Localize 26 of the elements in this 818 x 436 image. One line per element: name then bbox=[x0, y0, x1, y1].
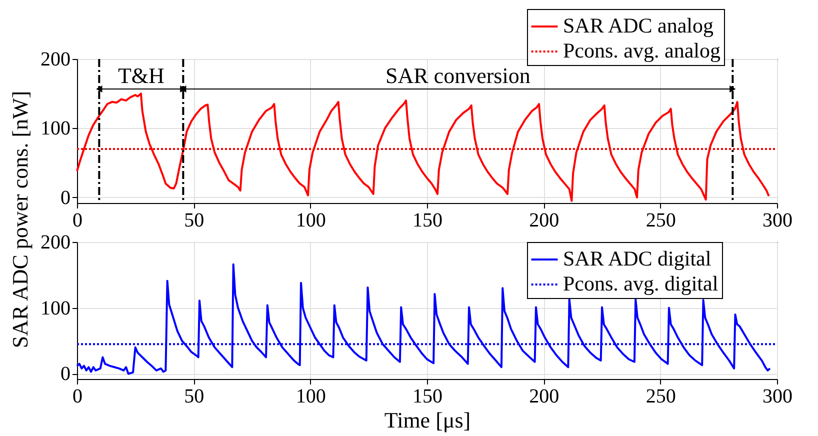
y-axis-title: SAR ADC power cons. [nW] bbox=[8, 90, 32, 348]
x-tick-label: 150 bbox=[412, 386, 442, 408]
x-tick-label: 300 bbox=[762, 210, 792, 232]
y-tick-label: 0 bbox=[60, 363, 70, 386]
x-tick-label: 250 bbox=[646, 210, 676, 232]
annotation: SAR conversion bbox=[386, 63, 530, 88]
x-tick-label: 250 bbox=[646, 386, 676, 408]
legend-label: Pcons. avg. analog bbox=[563, 38, 721, 62]
x-tick-label: 200 bbox=[529, 386, 560, 408]
x-tick-label: 300 bbox=[762, 386, 792, 408]
y-tick-label: 100 bbox=[40, 118, 70, 140]
legend-label: Pcons. avg. digital bbox=[563, 272, 718, 296]
y-tick-label: 100 bbox=[40, 297, 70, 320]
x-axis-title: Time [μs] bbox=[384, 408, 471, 432]
y-tick-label: 0 bbox=[60, 186, 70, 209]
x-tick-label: 200 bbox=[529, 210, 560, 232]
y-tick-label: 200 bbox=[40, 48, 70, 70]
y-tick-label: 200 bbox=[40, 232, 70, 254]
annotation: T&H bbox=[118, 63, 164, 88]
x-tick-label: 50 bbox=[184, 210, 204, 232]
x-tick-label: 150 bbox=[412, 210, 442, 232]
x-tick-label: 50 bbox=[184, 386, 204, 408]
legend-label: SAR ADC analog bbox=[563, 14, 714, 38]
x-tick-label: 100 bbox=[296, 386, 326, 408]
legend-label: SAR ADC digital bbox=[563, 246, 712, 270]
x-tick-label: 100 bbox=[296, 210, 326, 232]
